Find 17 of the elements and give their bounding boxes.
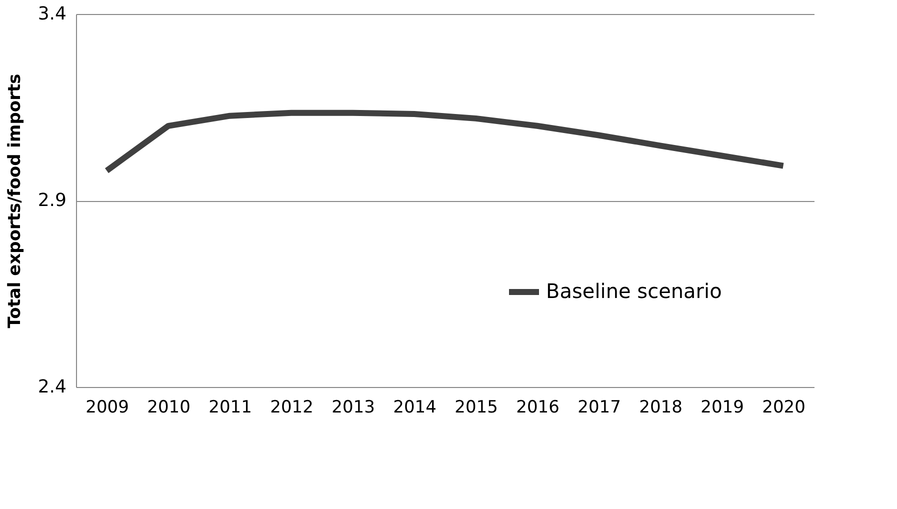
y-tick-label: 3.4 — [38, 4, 66, 24]
y-axis-title: Total exports/food imports — [4, 74, 25, 328]
x-tick-label: 2016 — [516, 398, 560, 418]
x-tick-label: 2013 — [332, 398, 375, 418]
y-tick-label: 2.9 — [38, 190, 66, 211]
x-tick-label: 2009 — [86, 398, 129, 418]
legend-label: Baseline scenario — [546, 279, 722, 303]
x-tick-label: 2014 — [393, 398, 436, 418]
x-tick-label: 2012 — [270, 398, 314, 418]
x-tick-label: 2020 — [762, 398, 806, 418]
x-tick-label: 2015 — [454, 398, 498, 418]
y-tick-label: 2.4 — [38, 376, 66, 398]
x-tick-label: 2010 — [147, 398, 190, 418]
x-tick-label: 2018 — [639, 398, 682, 418]
x-tick-label: 2011 — [208, 398, 252, 418]
x-tick-label: 2019 — [700, 398, 744, 418]
x-tick-label: 2017 — [578, 398, 621, 418]
